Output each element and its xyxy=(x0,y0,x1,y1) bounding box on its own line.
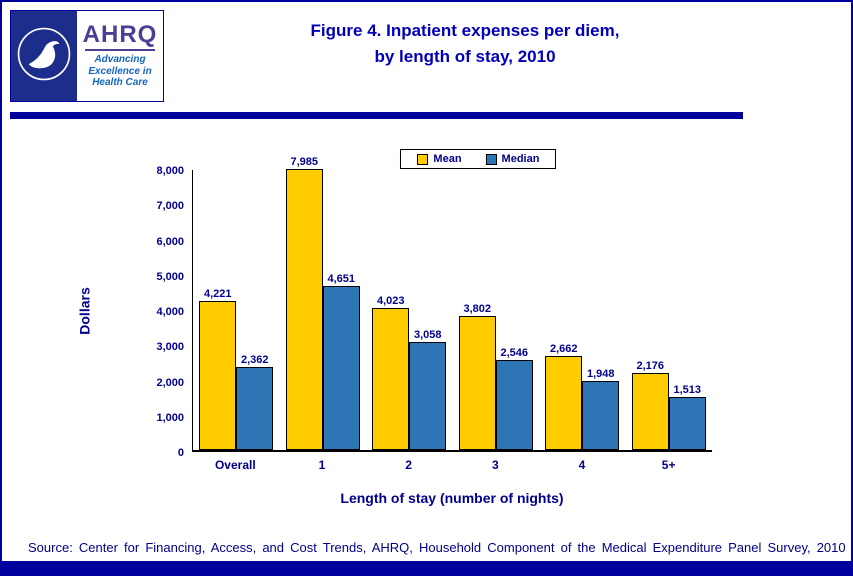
hhs-eagle-icon xyxy=(16,26,72,87)
bar-group: 4,221 2,362 xyxy=(193,288,279,450)
bar-value-label: 3,802 xyxy=(463,303,492,315)
bar-group: 2,176 1,513 xyxy=(626,360,712,450)
bar-median: 1,513 xyxy=(668,384,706,450)
y-tick-label: 5,000 xyxy=(156,270,184,283)
y-axis-ticks: 0 1,000 2,000 3,000 4,000 5,000 6,000 7,000 8,00… xyxy=(120,165,184,459)
x-tick-label: 5+ xyxy=(661,458,676,472)
legend-item-median: Median xyxy=(485,153,540,165)
y-tick-label: 1,000 xyxy=(156,411,184,424)
y-tick-label: 6,000 xyxy=(156,235,184,248)
bar-value-label: 2,362 xyxy=(240,354,269,366)
x-tick-label: 1 xyxy=(318,458,326,472)
bar-mean: 7,985 xyxy=(285,156,323,450)
bar-group: 4,023 3,058 xyxy=(366,295,452,450)
y-axis-title: Dollars xyxy=(77,287,93,335)
plot: Mean Median 4,221 2,362 7,985 4,651 4,023 3,05… xyxy=(192,149,712,452)
figure-title: Figure 4. Inpatient expenses per diem, b… xyxy=(75,18,851,69)
bar-value-label: 2,662 xyxy=(549,343,578,355)
legend-label: Median xyxy=(501,153,540,165)
bar-value-label: 2,176 xyxy=(636,360,665,372)
x-tick-label: 2 xyxy=(405,458,412,472)
y-tick-label: 7,000 xyxy=(156,200,184,213)
ahrq-tagline: Advancing Excellence in Health Care xyxy=(88,54,151,89)
ahrq-tagline-line: Advancing xyxy=(94,54,146,66)
ahrq-tagline-line: Excellence in xyxy=(88,65,152,77)
y-axis-title-wrap: Dollars xyxy=(72,170,98,452)
figure-title-line-2: by length of stay, 2010 xyxy=(374,46,556,66)
ahrq-tagline-line: Health Care xyxy=(92,77,148,89)
bar-median: 2,362 xyxy=(236,354,274,450)
bar-value-label: 7,985 xyxy=(290,156,319,168)
ahrq-wordmark: AHRQ xyxy=(82,21,158,49)
y-tick-label: 8,000 xyxy=(156,165,184,177)
bar-value-label: 4,221 xyxy=(203,288,232,300)
bar-value-label: 1,513 xyxy=(673,384,702,396)
bar-group: 2,662 1,948 xyxy=(539,343,625,450)
hhs-logo xyxy=(11,11,77,101)
source-note: Source: Center for Financing, Access, an… xyxy=(28,540,846,555)
x-tick-label: 4 xyxy=(578,458,586,472)
bar-mean: 4,221 xyxy=(199,288,237,450)
y-tick-label: 0 xyxy=(177,447,184,459)
bar-median: 3,058 xyxy=(409,329,447,450)
bar-median: 4,651 xyxy=(322,273,360,450)
figure-title-line-1: Figure 4. Inpatient expenses per diem, xyxy=(310,21,620,40)
bar-mean: 4,023 xyxy=(372,295,410,450)
header-rule xyxy=(10,112,743,119)
legend-item-mean: Mean xyxy=(417,153,462,165)
bar-group: 7,985 4,651 xyxy=(280,156,366,450)
legend-label: Mean xyxy=(433,153,462,165)
logo-block: AHRQ Advancing Excellence in Health Care xyxy=(10,10,164,102)
bar-group: 3,802 2,546 xyxy=(453,303,539,450)
legend-swatch-median xyxy=(485,153,497,165)
bar-value-label: 4,651 xyxy=(327,273,356,285)
bar-value-label: 2,546 xyxy=(500,347,529,359)
ahrq-logo: AHRQ Advancing Excellence in Health Care xyxy=(77,11,163,101)
x-tick-label: Overall xyxy=(214,458,256,472)
y-tick-label: 2,000 xyxy=(156,376,184,389)
bar-mean: 3,802 xyxy=(458,303,496,450)
x-axis-title: Length of stay (number of nights) xyxy=(340,490,564,506)
y-tick-label: 4,000 xyxy=(156,306,184,318)
bar-mean: 2,662 xyxy=(545,343,583,450)
x-axis-labels: Overall 1 2 3 4 5+ xyxy=(192,458,712,472)
bar-median: 1,948 xyxy=(582,368,620,450)
y-tick-label: 3,000 xyxy=(156,341,184,354)
legend: Mean Median xyxy=(400,149,557,169)
x-tick-label: 3 xyxy=(491,458,499,472)
ahrq-divider xyxy=(85,49,155,52)
bottom-bar xyxy=(2,561,851,574)
bar-median: 2,546 xyxy=(495,347,533,450)
bar-value-label: 3,058 xyxy=(413,329,442,341)
bar-value-label: 1,948 xyxy=(586,368,615,380)
bar-mean: 2,176 xyxy=(631,360,669,450)
legend-swatch-mean xyxy=(417,153,429,165)
bar-value-label: 4,023 xyxy=(376,295,405,307)
